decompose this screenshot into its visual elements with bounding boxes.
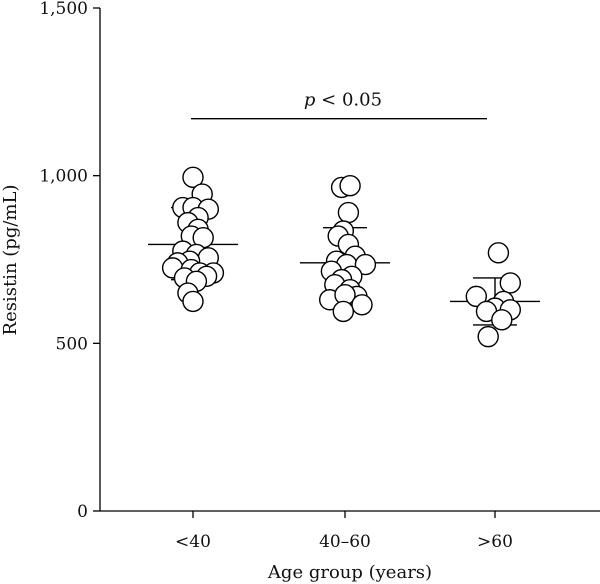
x-tick-label: >60: [477, 532, 513, 552]
axes: [99, 8, 600, 512]
data-point: [465, 285, 487, 308]
data-point: [182, 166, 204, 189]
data-point: [487, 242, 510, 264]
data-points: [161, 166, 521, 348]
p-threshold: < 0.05: [315, 90, 382, 111]
y-tick-label: 1,000: [39, 167, 88, 187]
y-tick-label: 500: [56, 334, 88, 354]
y-tick-label: 1,500: [39, 0, 88, 19]
x-axis-title: Age group (years): [267, 562, 432, 583]
data-point: [351, 294, 373, 316]
data-point: [491, 309, 513, 331]
p-symbol: p: [304, 90, 316, 111]
x-ticks: <40 40–60 >60: [175, 511, 513, 552]
data-point: [332, 300, 354, 323]
data-point: [182, 290, 204, 313]
y-tick-label: 0: [77, 502, 88, 522]
significance-label: p < 0.05: [304, 90, 382, 111]
data-point: [337, 201, 360, 224]
data-point: [499, 272, 521, 294]
y-ticks: 0 500 1,000 1,500: [39, 0, 100, 522]
data-point: [354, 253, 377, 276]
data-point: [339, 175, 361, 197]
x-tick-label: <40: [175, 532, 211, 552]
y-axis-title: Resistin (pg/mL): [0, 185, 21, 336]
significance-annotation: p < 0.05: [191, 90, 487, 120]
x-tick-label: 40–60: [319, 532, 371, 552]
data-point: [477, 325, 499, 348]
